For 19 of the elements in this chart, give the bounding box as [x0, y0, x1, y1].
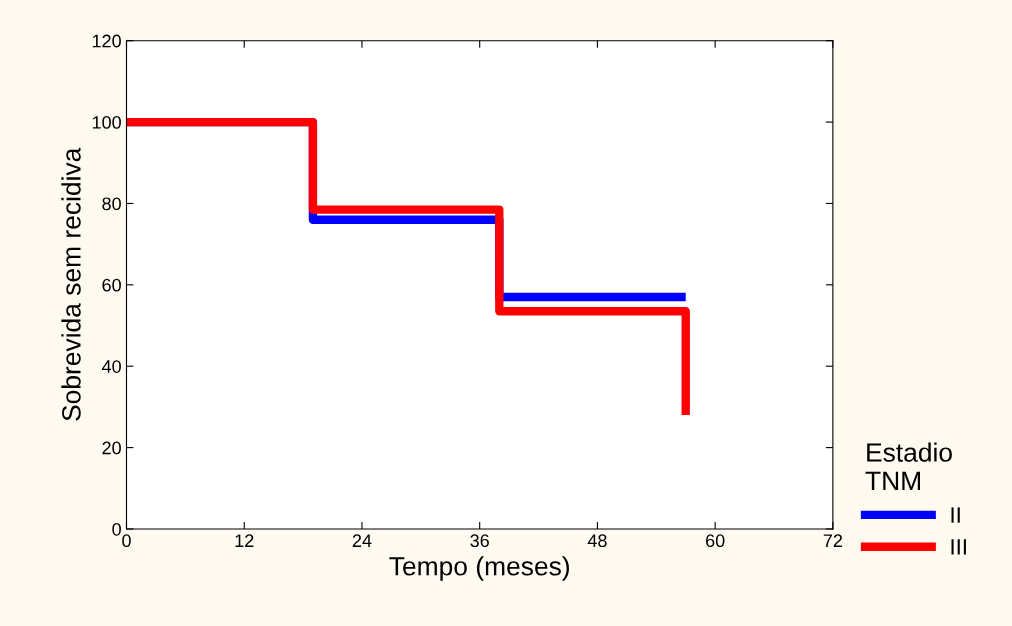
y-tick-label: 80: [102, 197, 121, 211]
legend-label: III: [951, 539, 966, 555]
x-axis-title: Tempo (meses): [389, 556, 569, 581]
x-tick-label: 60: [706, 534, 725, 548]
x-tick-label: 48: [587, 534, 607, 548]
y-axis-title: Sobrevida sem recidiva: [61, 147, 81, 421]
legend-label: II: [951, 507, 960, 523]
y-tick-label: 100: [92, 116, 121, 129]
x-tick-label: 0: [122, 534, 131, 548]
x-tick-label: 72: [823, 534, 843, 547]
y-tick-label: 60: [102, 278, 121, 292]
x-tick-label: 12: [235, 534, 254, 547]
y-tick-label: 120: [92, 34, 121, 48]
legend-title: Estadio TNM: [865, 442, 952, 491]
x-tick-label: 24: [352, 534, 372, 547]
y-tick-label: 40: [101, 360, 121, 373]
y-tick-label: 20: [102, 441, 121, 455]
x-tick-label: 36: [470, 534, 489, 548]
y-tick-label: 0: [112, 522, 121, 536]
